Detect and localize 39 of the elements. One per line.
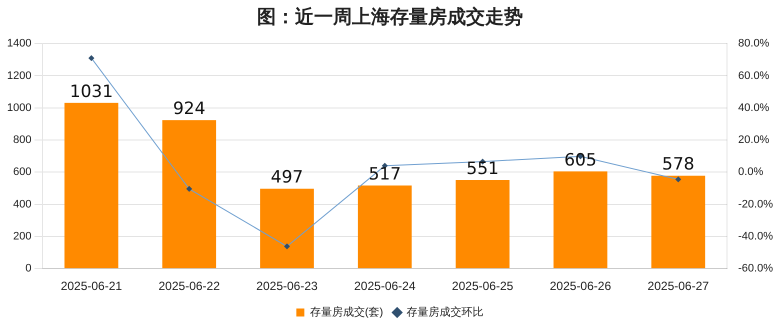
y2-tick-label: -20.0% bbox=[738, 198, 774, 210]
y-tick-label: 1400 bbox=[6, 38, 32, 50]
y-tick-label: 800 bbox=[13, 134, 32, 146]
text: 497 bbox=[270, 168, 304, 188]
y-tick-label: 1000 bbox=[6, 102, 32, 114]
x-tick-label: 2025-06-21 bbox=[60, 279, 122, 294]
y-tick-label: 200 bbox=[13, 230, 32, 242]
y-tick-label: 0 bbox=[25, 262, 32, 275]
y2-tick-label: 0.0% bbox=[738, 166, 764, 178]
y2-tick-label: 40.0% bbox=[738, 102, 770, 114]
chart-title: 图：近一周上海存量房成交走势 bbox=[256, 5, 524, 30]
y2-tick-label: -40.0% bbox=[738, 230, 774, 242]
y2-tick-label: 20.0% bbox=[738, 134, 770, 146]
text: 578 bbox=[662, 154, 694, 175]
text: 517 bbox=[368, 164, 402, 184]
x-tick-label: 2025-06-25 bbox=[452, 279, 514, 294]
bar bbox=[456, 180, 510, 268]
bar bbox=[64, 102, 118, 268]
y-tick-label: 600 bbox=[13, 166, 32, 178]
x-tick-label: 2025-06-26 bbox=[550, 279, 612, 294]
legend-label: 存量房成交(套) bbox=[310, 306, 384, 319]
x-tick-label: 2025-06-23 bbox=[256, 279, 318, 294]
bar bbox=[651, 176, 706, 268]
bar bbox=[554, 171, 608, 268]
x-tick-label: 2025-06-24 bbox=[354, 279, 416, 294]
x-tick-label: 2025-06-22 bbox=[158, 279, 220, 294]
y2-tick-label: 60.0% bbox=[738, 70, 770, 82]
text: 1031 bbox=[70, 82, 114, 102]
bar bbox=[162, 120, 216, 268]
y-tick-label: 400 bbox=[13, 198, 32, 210]
x-tick-label: 2025-06-27 bbox=[648, 279, 710, 294]
legend-label: 存量房成交环比 bbox=[406, 306, 484, 319]
text: 551 bbox=[466, 158, 499, 179]
bar bbox=[260, 188, 314, 268]
y-tick-label: 1200 bbox=[6, 70, 32, 82]
y2-tick-label: 80.0% bbox=[738, 38, 770, 50]
y2-tick-label: -60.0% bbox=[738, 262, 774, 275]
text: 924 bbox=[172, 99, 206, 120]
bar bbox=[358, 186, 412, 268]
